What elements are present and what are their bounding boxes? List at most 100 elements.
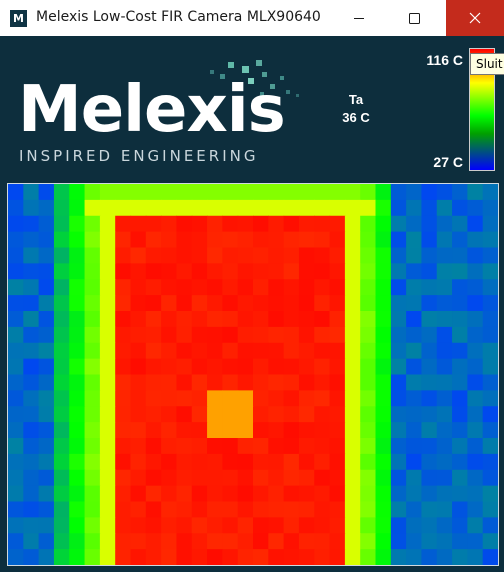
- thermal-pixel: [238, 486, 254, 502]
- thermal-pixel: [391, 502, 407, 518]
- thermal-pixel: [406, 422, 422, 438]
- thermal-pixel: [483, 263, 498, 279]
- thermal-pixel: [268, 327, 284, 343]
- thermal-pixel: [115, 184, 131, 200]
- thermal-pixel: [39, 517, 55, 533]
- thermal-pixel: [100, 279, 116, 295]
- thermal-pixel: [437, 375, 453, 391]
- thermal-pixel: [222, 200, 238, 216]
- thermal-pixel: [69, 327, 85, 343]
- thermal-pixel: [467, 216, 483, 232]
- thermal-pixel: [131, 533, 147, 549]
- thermal-pixel: [406, 470, 422, 486]
- thermal-pixel: [39, 375, 55, 391]
- thermal-pixel: [330, 295, 346, 311]
- thermal-pixel: [421, 390, 437, 406]
- thermal-pixel: [391, 517, 407, 533]
- thermal-pixel: [421, 279, 437, 295]
- thermal-pixel: [467, 359, 483, 375]
- thermal-pixel: [115, 200, 131, 216]
- thermal-pixel: [467, 311, 483, 327]
- thermal-pixel: [146, 454, 162, 470]
- thermal-pixel: [421, 375, 437, 391]
- thermal-pixel: [39, 232, 55, 248]
- thermal-pixel: [238, 422, 254, 438]
- thermal-pixel: [421, 311, 437, 327]
- thermal-pixel: [391, 470, 407, 486]
- thermal-pixel: [299, 200, 315, 216]
- thermal-pixel: [39, 184, 55, 200]
- thermal-pixel: [222, 327, 238, 343]
- thermal-pixel: [176, 454, 192, 470]
- thermal-pixel: [452, 486, 468, 502]
- thermal-pixel: [23, 343, 39, 359]
- thermal-pixel: [176, 533, 192, 549]
- thermal-pixel: [391, 390, 407, 406]
- thermal-pixel: [253, 295, 269, 311]
- thermal-pixel: [268, 263, 284, 279]
- thermal-pixel: [406, 200, 422, 216]
- thermal-pixel: [467, 232, 483, 248]
- thermal-pixel: [39, 533, 55, 549]
- thermal-pixel: [85, 216, 101, 232]
- thermal-pixel: [345, 470, 361, 486]
- thermal-pixel: [483, 390, 498, 406]
- thermal-pixel: [345, 279, 361, 295]
- thermal-pixel: [161, 232, 177, 248]
- thermal-pixel: [85, 502, 101, 518]
- thermal-pixel: [54, 327, 70, 343]
- thermal-pixel: [421, 295, 437, 311]
- thermal-pixel: [207, 311, 223, 327]
- thermal-pixel: [8, 390, 24, 406]
- thermal-pixel: [421, 359, 437, 375]
- thermal-pixel: [376, 470, 392, 486]
- thermal-pixel: [452, 438, 468, 454]
- thermal-pixel: [330, 406, 346, 422]
- thermal-pixel: [437, 517, 453, 533]
- thermal-pixel: [406, 454, 422, 470]
- thermal-pixel: [452, 422, 468, 438]
- thermal-pixel: [69, 311, 85, 327]
- thermal-pixel: [467, 295, 483, 311]
- thermal-pixel: [437, 311, 453, 327]
- thermal-pixel: [299, 422, 315, 438]
- thermal-pixel: [452, 390, 468, 406]
- close-button[interactable]: [446, 0, 504, 36]
- thermal-pixel: [284, 263, 300, 279]
- thermal-pixel: [115, 470, 131, 486]
- thermal-pixel: [268, 502, 284, 518]
- thermal-pixel: [360, 248, 376, 264]
- thermal-pixel: [23, 216, 39, 232]
- thermal-pixel: [131, 248, 147, 264]
- thermal-pixel: [39, 248, 55, 264]
- thermal-pixel: [452, 295, 468, 311]
- minimize-button[interactable]: [335, 0, 383, 36]
- thermal-pixel: [207, 343, 223, 359]
- thermal-pixel: [268, 533, 284, 549]
- thermal-pixel: [299, 502, 315, 518]
- thermal-pixel: [207, 533, 223, 549]
- thermal-pixel: [406, 279, 422, 295]
- thermal-pixel: [192, 279, 208, 295]
- thermal-pixel: [192, 375, 208, 391]
- thermal-pixel: [330, 438, 346, 454]
- thermal-pixel: [176, 502, 192, 518]
- thermal-pixel: [253, 406, 269, 422]
- thermal-pixel: [146, 343, 162, 359]
- maximize-button[interactable]: [390, 0, 438, 36]
- thermal-pixel: [452, 454, 468, 470]
- thermal-pixel: [345, 406, 361, 422]
- thermal-pixel: [284, 406, 300, 422]
- thermal-pixel: [176, 263, 192, 279]
- thermal-pixel: [192, 311, 208, 327]
- thermal-pixel: [131, 311, 147, 327]
- thermal-pixel: [467, 517, 483, 533]
- thermal-pixel: [268, 248, 284, 264]
- thermal-pixel: [207, 406, 223, 422]
- thermal-pixel: [330, 311, 346, 327]
- thermal-pixel: [284, 343, 300, 359]
- thermal-pixel: [161, 375, 177, 391]
- thermal-pixel: [161, 263, 177, 279]
- thermal-pixel: [85, 279, 101, 295]
- thermal-pixel: [299, 390, 315, 406]
